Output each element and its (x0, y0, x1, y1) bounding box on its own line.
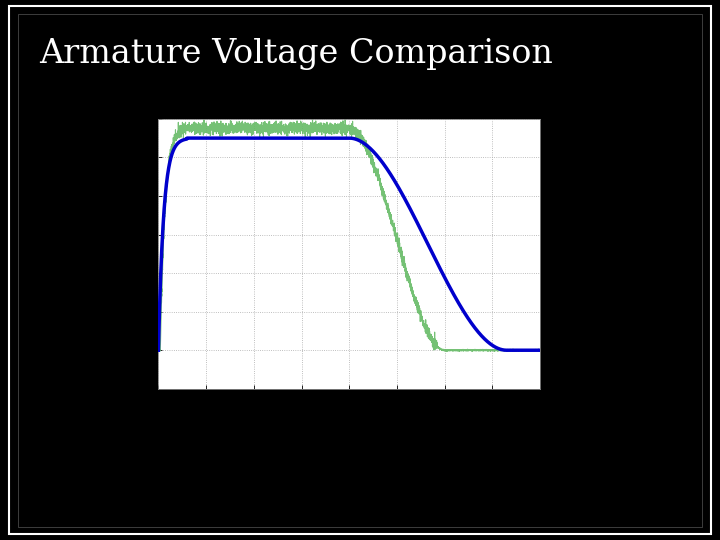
Text: Armature Voltage Comparison: Armature Voltage Comparison (40, 38, 554, 70)
Title: Comparison of 115V Data with Regenerative Resistor: Comparison of 115V Data with Regenerativ… (219, 106, 480, 117)
X-axis label: Time [s]: Time [s] (329, 406, 369, 416)
Y-axis label: Voltage [V]: Voltage [V] (125, 227, 135, 281)
